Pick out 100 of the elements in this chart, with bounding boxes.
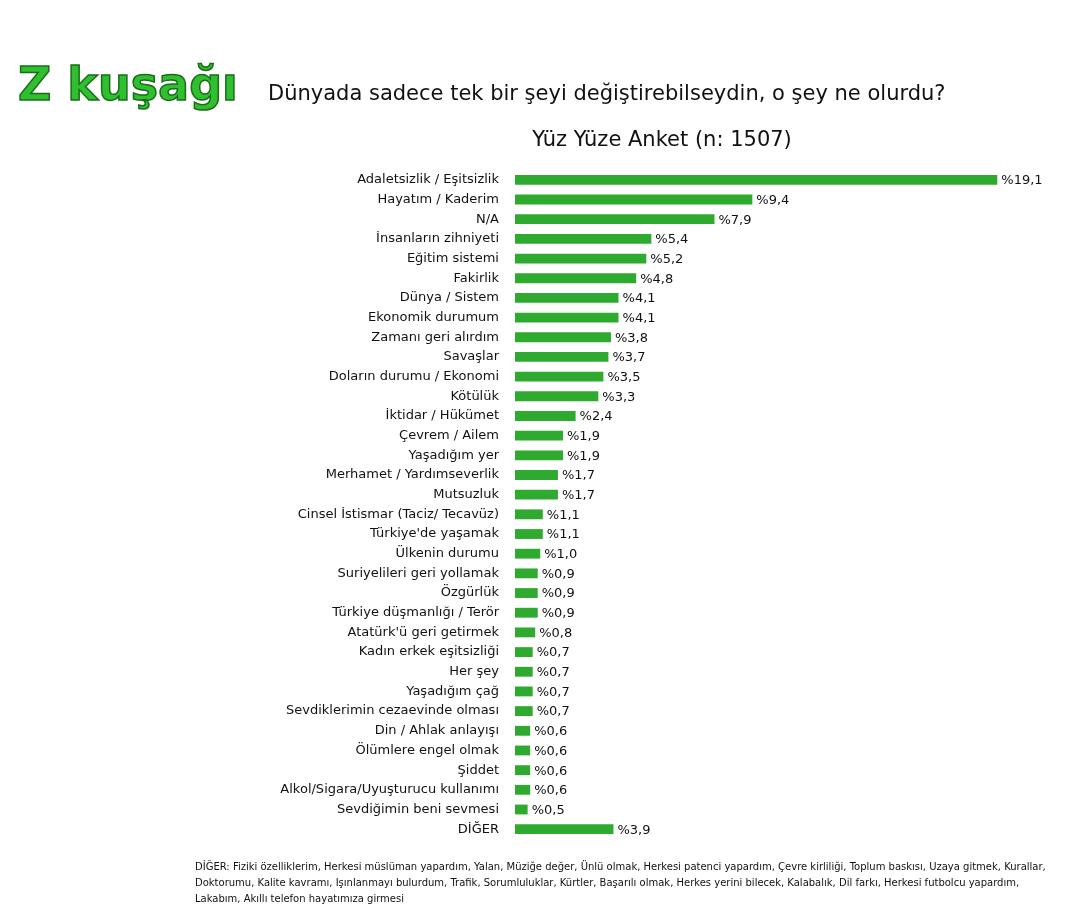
data-label: %9,4 (756, 191, 790, 207)
data-label: %1,0 (544, 546, 578, 562)
y-tick-label: Savaşlar (443, 348, 500, 364)
text: Z kuşağı (18, 57, 238, 111)
data-label: %1,1 (546, 526, 580, 542)
bar (515, 430, 563, 441)
bar (515, 666, 533, 677)
bar (515, 391, 599, 402)
data-label: %4,1 (622, 290, 656, 306)
y-tick-label: Fakirlik (453, 269, 500, 285)
text: DİĞER: Fiziki özelliklerim, Herkesi müslüman yapardım, Yalan, Müziğe değer, Ünlü olmak, Herkesi patenci yapardım, Çevre kirliliği, Toplum baskısı, Uzaya gitmek, Kurallar, Doktorumu, Kalite kavramı, Işınlanmayı bulurdum, Trafik, Sorumluluklar, Kürtler, Başarılı olmak, Herkes yerini bilecek, Kalabalık, Dil farkı, Herkesi futbolcu yapardım, Lakabım, Akıllı telefon hayatımıza girmesi (195, 860, 1046, 904)
data-label: %1,9 (566, 447, 601, 463)
data-label: %0,7 (536, 683, 570, 699)
data-label: %1,9 (566, 428, 601, 444)
y-tick-label: Kadın erkek eşitsizliği (358, 643, 499, 659)
bar (515, 450, 563, 461)
data-label: %3,7 (612, 349, 646, 365)
y-tick-label: Sevdiklerimin cezaevinde olması (286, 702, 499, 718)
bar (515, 745, 531, 756)
y-tick-label: Alkol/Sigara/Uyuşturucu kullanımı (280, 781, 499, 797)
bar (515, 686, 533, 697)
bar (515, 548, 541, 559)
data-label: %5,4 (655, 231, 689, 247)
y-tick-label: N/A (476, 210, 500, 226)
y-tick-label: Çevrem / Ailem (399, 427, 499, 443)
bar (515, 804, 528, 815)
bar (515, 529, 543, 539)
y-tick-label: DİĞER (457, 820, 499, 836)
y-tick-label: Din / Ahlak anlayışı (374, 722, 499, 738)
y-tick-label: Sevdiğimin beni sevmesi (336, 800, 499, 816)
chart-subtitle: Yüz Yüze Anket (n: 1507) (531, 127, 792, 151)
y-tick-label: Adaletsizlik / Eşitsizlik (357, 171, 500, 187)
y-tick-label: Her şey (449, 663, 500, 679)
bar (515, 568, 538, 579)
data-label: %0,7 (536, 664, 570, 680)
bar (515, 627, 536, 638)
bar (515, 725, 531, 736)
data-label: %3,5 (607, 368, 641, 384)
bar (515, 509, 543, 520)
y-tick-label: Şiddet (457, 761, 499, 777)
bar (515, 174, 998, 185)
data-label: %0,6 (534, 723, 568, 739)
bar (515, 292, 619, 303)
y-tick-label: Kötülük (450, 387, 500, 403)
data-label: %0,6 (534, 742, 568, 758)
bar (515, 253, 647, 264)
y-tick-label: Türkiye düşmanlığı / Terör (331, 604, 500, 620)
y-tick-label: Ekonomik durumum (367, 308, 499, 324)
y-tick-label: Atatürk'ü geri getirmek (347, 623, 500, 639)
data-label: %0,7 (536, 703, 570, 719)
bar (515, 411, 576, 421)
bar (515, 588, 538, 598)
y-tick-label: Yaşadığım çağ (405, 682, 499, 698)
bar (515, 273, 637, 284)
y-tick-label: Mutsuzluk (433, 486, 500, 502)
bar (515, 784, 531, 795)
y-tick-label: Hayatım / Kaderim (377, 190, 499, 206)
bar (515, 706, 533, 717)
y-tick-label: Yaşadığım yer (407, 446, 500, 462)
data-label: %1,7 (561, 467, 595, 483)
y-tick-label: Ülkenin durumu (395, 544, 499, 561)
bar (515, 214, 715, 225)
data-label: %7,9 (718, 211, 752, 227)
data-label: %4,1 (622, 309, 656, 325)
data-label: %1,1 (546, 506, 580, 522)
bar (515, 470, 558, 480)
y-tick-label: Eğitim sistemi (406, 249, 499, 265)
y-tick-label: Doların durumu / Ekonomi (328, 367, 499, 383)
data-label: %3,8 (614, 329, 648, 345)
data-label: %5,2 (650, 250, 684, 266)
y-tick-label: Türkiye'de yaşamak (368, 525, 500, 541)
y-tick-label: Özgürlük (440, 583, 500, 600)
bar (515, 824, 614, 835)
bar (515, 607, 538, 618)
data-label: %1,7 (561, 487, 595, 503)
y-tick-label: Dünya / Sistem (399, 289, 499, 305)
data-label: %0,5 (531, 801, 565, 817)
bar (515, 371, 604, 382)
bar (515, 647, 533, 657)
data-label: %0,9 (541, 585, 575, 601)
y-tick-label: Ölümlere engel olmak (355, 740, 500, 757)
chart-title: Dünyada sadece tek bir şeyi değiştirebilseydin, o şey ne olurdu? (268, 81, 946, 105)
data-label: %0,7 (536, 644, 570, 660)
data-label: %19,1 (1001, 172, 1043, 188)
y-tick-label: İnsanların zihniyeti (376, 230, 499, 246)
data-label: %2,4 (579, 408, 613, 424)
y-tick-label: Zamanı geri alırdım (371, 328, 499, 344)
data-label: %0,9 (541, 605, 575, 621)
y-tick-label: Cinsel İstismar (Taciz/ Tecavüz) (297, 505, 499, 521)
bar (515, 489, 558, 500)
data-label: %0,6 (534, 762, 568, 778)
data-label: %0,8 (539, 624, 573, 640)
data-label: %0,9 (541, 565, 575, 581)
data-label: %3,3 (602, 388, 636, 404)
bar (515, 194, 753, 205)
data-label: %4,8 (640, 270, 674, 286)
bar (515, 312, 619, 323)
bar (515, 233, 652, 244)
y-tick-label: İktidar / Hükümet (385, 407, 499, 423)
bar (515, 332, 611, 343)
